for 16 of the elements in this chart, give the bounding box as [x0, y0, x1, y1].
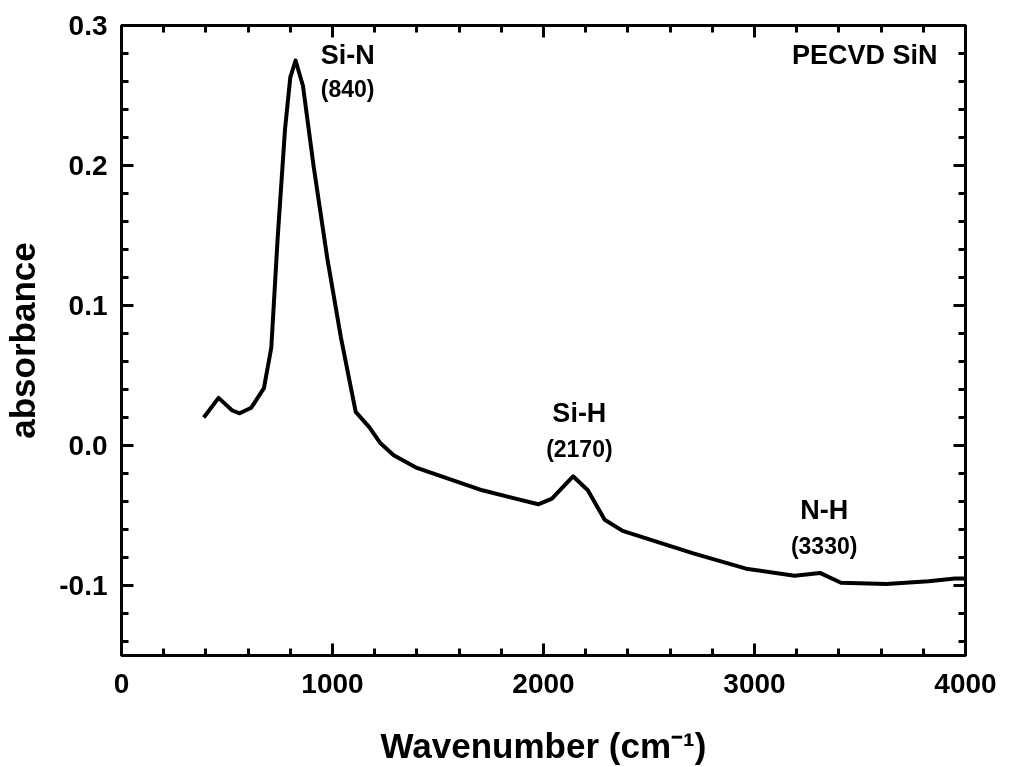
- x-tick-label: 4000: [934, 667, 997, 699]
- annotation: Si-H (2170): [546, 398, 613, 463]
- y-axis-title: absorbance: [3, 242, 43, 439]
- annotation: N-H (3330): [790, 494, 858, 559]
- x-tick-label: 2000: [512, 667, 575, 699]
- y-tick-label: 0.1: [68, 290, 108, 321]
- annotation: PECVD SiN: [791, 39, 938, 70]
- y-tick-label: 0.3: [68, 10, 108, 41]
- x-tick-label: 0: [113, 667, 130, 699]
- y-tick-label: -0.1: [59, 570, 108, 601]
- annotation: Si-N (840): [320, 39, 375, 102]
- x-tick-label: 3000: [723, 667, 786, 699]
- y-tick-label: 0.2: [68, 150, 108, 181]
- y-tick-label: 0.0: [68, 430, 108, 461]
- x-axis-title: Wavenumber (cm⁻¹): [380, 725, 707, 765]
- x-tick-label: 1000: [301, 667, 364, 699]
